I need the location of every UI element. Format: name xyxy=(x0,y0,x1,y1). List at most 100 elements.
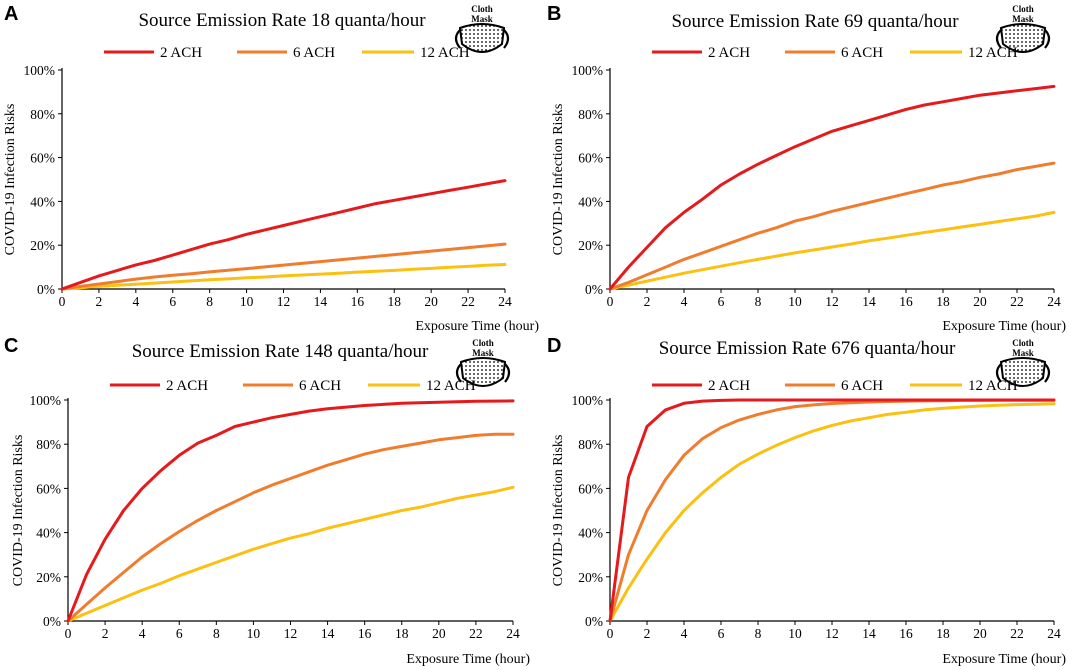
mask-label-line1: Cloth xyxy=(1012,338,1034,348)
y-tick-label: 40% xyxy=(30,194,55,209)
x-tick-label: 18 xyxy=(395,626,409,641)
series-line-2-ach xyxy=(608,84,1056,291)
y-tick-label: 20% xyxy=(36,570,61,585)
x-tick-label: 14 xyxy=(862,294,876,309)
mask-body xyxy=(459,357,507,387)
y-tick-label: 60% xyxy=(36,481,61,496)
x-tick-label: 14 xyxy=(862,626,876,641)
mask-strap-right xyxy=(1044,29,1051,49)
chart-panel-b: B Source Emission Rate 69 quanta/hour 2 AC… xyxy=(547,3,1066,334)
x-tick-label: 6 xyxy=(718,294,725,309)
y-tick-label: 60% xyxy=(578,481,603,496)
x-tick-label: 16 xyxy=(358,626,372,641)
mask-label-line2: Mask xyxy=(471,14,493,24)
x-tick-label: 2 xyxy=(102,626,109,641)
x-tick-label: 6 xyxy=(169,294,176,309)
panel-letter: B xyxy=(547,3,561,25)
x-tick-label: 4 xyxy=(681,294,688,309)
y-tick-label: 80% xyxy=(36,437,61,452)
x-tick-label: 10 xyxy=(788,294,802,309)
x-tick-label: 4 xyxy=(132,294,139,309)
y-tick-label: 0% xyxy=(37,282,55,297)
panel-letter: D xyxy=(547,335,561,357)
x-tick-label: 8 xyxy=(755,626,762,641)
x-tick-label: 18 xyxy=(936,626,950,641)
chart-panel-a: A Source Emission Rate 18 quanta/hour 2 AC… xyxy=(3,3,539,334)
series-line-12-ach xyxy=(608,210,1056,291)
x-tick-label: 20 xyxy=(432,626,446,641)
mask-strap-right xyxy=(503,29,510,49)
mask-strap-right xyxy=(504,363,511,383)
mask-label-line2: Mask xyxy=(472,348,494,358)
legend-label: 6 ACH xyxy=(841,378,883,394)
y-axis-label: COVID-19 Infection Risks xyxy=(11,435,26,587)
x-tick-label: 22 xyxy=(1010,626,1024,641)
x-tick-label: 14 xyxy=(314,294,328,309)
x-tick-label: 18 xyxy=(388,294,402,309)
y-tick-label: 100% xyxy=(24,63,56,78)
y-tick-label: 60% xyxy=(30,151,55,166)
series-line-12-ach xyxy=(608,402,1056,623)
x-tick-label: 20 xyxy=(973,294,987,309)
legend-label: 12 ACH xyxy=(426,378,476,394)
x-tick-label: 24 xyxy=(1047,294,1061,309)
panel-letter: C xyxy=(4,335,18,357)
series-line-6-ach xyxy=(66,432,515,623)
chart-title: Source Emission Rate 69 quanta/hour xyxy=(671,11,959,32)
y-tick-label: 20% xyxy=(578,570,603,585)
x-tick-label: 16 xyxy=(351,294,365,309)
x-tick-label: 16 xyxy=(899,626,913,641)
mask-label-line1: Cloth xyxy=(471,4,493,14)
x-tick-label: 2 xyxy=(96,294,103,309)
x-axis-label: Exposure Time (hour) xyxy=(942,319,1066,334)
y-axis-label: COVID-19 Infection Risks xyxy=(3,104,18,256)
mask-body xyxy=(999,357,1047,387)
x-tick-label: 22 xyxy=(469,626,483,641)
legend-label: 6 ACH xyxy=(299,378,341,394)
y-tick-label: 80% xyxy=(30,107,55,122)
x-tick-label: 18 xyxy=(936,294,950,309)
x-tick-label: 22 xyxy=(461,294,475,309)
y-tick-label: 40% xyxy=(578,526,603,541)
x-tick-label: 10 xyxy=(240,294,254,309)
mask-strap-left xyxy=(995,29,1002,49)
mask-label-line2: Mask xyxy=(1012,348,1034,358)
x-axis-label: Exposure Time (hour) xyxy=(406,652,530,667)
x-tick-label: 6 xyxy=(176,626,183,641)
mask-body xyxy=(999,23,1047,53)
y-tick-label: 40% xyxy=(36,526,61,541)
x-tick-label: 8 xyxy=(755,294,762,309)
x-tick-label: 10 xyxy=(788,626,802,641)
x-tick-label: 14 xyxy=(321,626,335,641)
x-tick-label: 12 xyxy=(284,626,298,641)
chart-title: Source Emission Rate 18 quanta/hour xyxy=(138,10,426,31)
mask-strap-left xyxy=(455,363,462,383)
y-tick-label: 40% xyxy=(578,194,603,209)
legend-label: 6 ACH xyxy=(841,45,883,61)
y-tick-label: 100% xyxy=(572,393,604,408)
x-tick-label: 12 xyxy=(825,294,839,309)
chart-panel-d: D Source Emission Rate 676 quanta/hour 2 A… xyxy=(547,335,1066,667)
mask-label-line1: Cloth xyxy=(1012,4,1034,14)
series-line-2-ach xyxy=(66,399,515,623)
x-tick-label: 0 xyxy=(607,294,614,309)
x-tick-label: 8 xyxy=(206,294,213,309)
y-tick-label: 100% xyxy=(572,63,604,78)
legend-label: 12 ACH xyxy=(420,45,470,61)
x-tick-label: 20 xyxy=(973,626,987,641)
x-axis-label: Exposure Time (hour) xyxy=(415,319,539,334)
x-tick-label: 24 xyxy=(1047,626,1061,641)
x-tick-label: 12 xyxy=(277,294,291,309)
legend-label: 6 ACH xyxy=(293,45,335,61)
series-line-12-ach xyxy=(66,485,515,623)
series-line-2-ach xyxy=(608,398,1056,623)
mask-strap-left xyxy=(454,29,461,49)
series-line-6-ach xyxy=(608,161,1056,291)
mask-label-line1: Cloth xyxy=(472,338,494,348)
mask-label-line2: Mask xyxy=(1012,14,1034,24)
